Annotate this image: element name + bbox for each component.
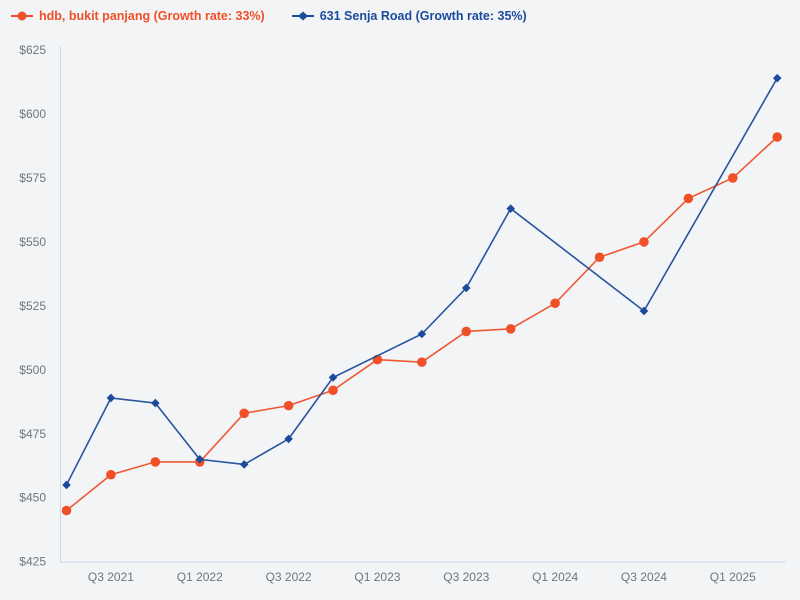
x-tick-label: Q3 2021	[88, 570, 134, 584]
x-tick-label: Q3 2022	[266, 570, 312, 584]
data-point[interactable]	[639, 306, 649, 316]
data-point[interactable]	[505, 324, 516, 334]
y-tick-label: $525	[19, 299, 46, 313]
x-tick-label: Q3 2023	[443, 570, 489, 584]
data-point[interactable]	[239, 460, 249, 469]
series-line	[65, 136, 778, 512]
data-point[interactable]	[639, 237, 649, 247]
data-point[interactable]	[151, 398, 160, 408]
data-point[interactable]	[61, 505, 72, 516]
y-tick-label: $625	[19, 43, 46, 57]
y-tick-label: $600	[19, 107, 46, 121]
data-point[interactable]	[461, 326, 472, 337]
data-point[interactable]	[728, 173, 738, 183]
legend-label: 631 Senja Road (Growth rate: 35%)	[319, 9, 527, 23]
diamond-marker-icon	[291, 11, 314, 21]
data-point[interactable]	[106, 393, 116, 403]
data-point[interactable]	[328, 385, 338, 396]
x-tick-label: Q1 2024	[532, 570, 578, 584]
y-tick-label: $425	[19, 555, 46, 569]
x-tick-label: Q1 2023	[354, 570, 400, 584]
legend-item-hdb-bukit-panjang[interactable]: hdb, bukit panjang (Growth rate: 33%)	[10, 9, 265, 23]
x-tick-label: Q1 2022	[177, 570, 223, 584]
data-point[interactable]	[461, 283, 471, 293]
legend-item-631-senja-road[interactable]: 631 Senja Road (Growth rate: 35%)	[291, 9, 527, 23]
data-point[interactable]	[106, 469, 116, 480]
data-point[interactable]	[195, 455, 205, 464]
data-point[interactable]	[594, 252, 605, 263]
data-point[interactable]	[284, 434, 293, 444]
x-tick-label: Q3 2024	[621, 570, 667, 584]
data-point[interactable]	[772, 73, 782, 83]
circle-marker-icon	[11, 11, 33, 21]
data-point[interactable]	[417, 329, 427, 339]
y-tick-label: $475	[19, 427, 46, 441]
data-point[interactable]	[506, 204, 515, 213]
data-point[interactable]	[683, 193, 694, 204]
data-point[interactable]	[239, 408, 249, 419]
data-point[interactable]	[62, 480, 71, 490]
data-point[interactable]	[150, 457, 161, 467]
data-point[interactable]	[417, 357, 427, 367]
data-point[interactable]	[772, 132, 783, 142]
y-tick-label: $500	[19, 363, 46, 377]
series-line	[65, 77, 778, 486]
data-point[interactable]	[328, 373, 338, 382]
chart-legend: hdb, bukit panjang (Growth rate: 33%) 63…	[10, 9, 527, 23]
data-point[interactable]	[283, 400, 294, 411]
data-point[interactable]	[550, 298, 560, 309]
legend-label: hdb, bukit panjang (Growth rate: 33%)	[39, 9, 265, 23]
y-tick-label: $550	[19, 235, 46, 249]
y-tick-label: $575	[19, 171, 46, 185]
x-tick-label: Q1 2025	[710, 570, 756, 584]
y-tick-label: $450	[19, 491, 46, 505]
